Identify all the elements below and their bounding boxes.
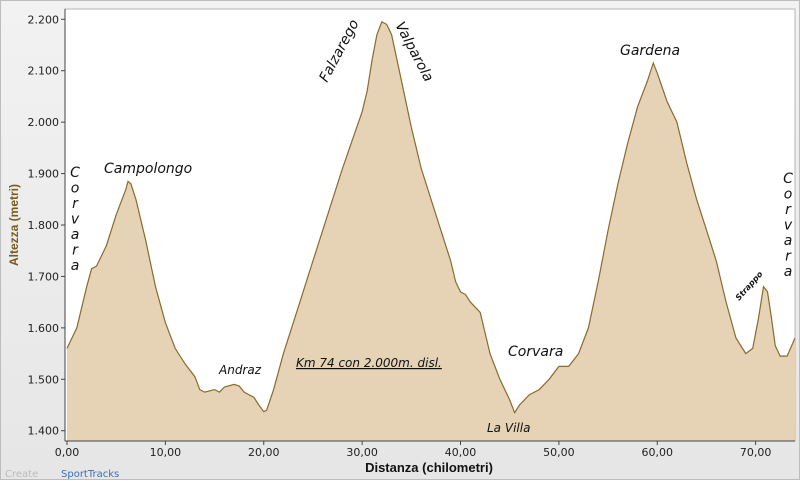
- x-tick-label: 20,00: [248, 446, 280, 459]
- vertical-letter: a: [784, 233, 793, 249]
- vertical-letter: a: [784, 264, 793, 280]
- x-tick-label: 50,00: [543, 446, 575, 459]
- label-andraz: Andraz: [218, 363, 262, 377]
- vertical-letter: o: [71, 181, 80, 197]
- label-corvara-right: Corvara: [783, 171, 793, 280]
- vertical-letter: r: [785, 202, 792, 218]
- vertical-letter: C: [70, 165, 80, 181]
- elevation-area: [67, 21, 795, 442]
- vertical-letter: a: [71, 227, 80, 243]
- x-tick-label: 40,00: [445, 446, 477, 459]
- x-tick-group: 0,00 10,00 20,00 30,00 40,00 50,00 60,00 70,00: [55, 441, 772, 459]
- label-corvara-left: Corvara: [70, 165, 80, 274]
- y-axis-title: Altezza (metri): [7, 184, 21, 266]
- label-gardena: Gardena: [620, 43, 680, 59]
- credit-brand[interactable]: SportTracks: [61, 469, 119, 480]
- vertical-letter: C: [783, 171, 793, 187]
- x-tick-label: 10,00: [150, 446, 182, 459]
- label-campolongo: Campolongo: [104, 161, 192, 177]
- label-summary: Km 74 con 2.000m. disl.: [296, 356, 442, 370]
- y-tick-label: 2.200: [28, 13, 60, 26]
- y-tick-label: 2.100: [28, 65, 60, 78]
- x-tick-label: 60,00: [642, 446, 674, 459]
- vertical-letter: r: [72, 243, 79, 259]
- elevation-line: [66, 21, 796, 415]
- y-tick-group: 1.400 1.500 1.600 1.700 1.800 1.900 2.000 2.100…: [28, 13, 65, 438]
- x-tick-label: 0,00: [55, 446, 80, 459]
- y-tick-label: 2.000: [28, 116, 60, 129]
- x-axis-title: Distanza (chilometri): [365, 460, 493, 475]
- vertical-letter: v: [784, 218, 793, 234]
- vertical-letter: r: [785, 249, 792, 265]
- vertical-letter: o: [784, 187, 793, 203]
- label-corvara-mid: Corvara: [508, 344, 563, 360]
- vertical-letter: v: [71, 212, 80, 228]
- credit-prefix: Create: [5, 469, 38, 480]
- label-la-villa: La Villa: [487, 421, 530, 435]
- vertical-letter: a: [71, 258, 80, 274]
- y-tick-label: 1.600: [28, 322, 60, 335]
- y-tick-label: 1.900: [28, 168, 60, 181]
- y-tick-label: 1.500: [28, 373, 60, 386]
- y-tick-label: 1.800: [28, 219, 60, 232]
- y-tick-label: 1.400: [28, 425, 60, 438]
- y-tick-label: 1.700: [28, 270, 60, 283]
- x-tick-label: 30,00: [346, 446, 378, 459]
- x-tick-label: 70,00: [740, 446, 772, 459]
- vertical-letter: r: [72, 196, 79, 212]
